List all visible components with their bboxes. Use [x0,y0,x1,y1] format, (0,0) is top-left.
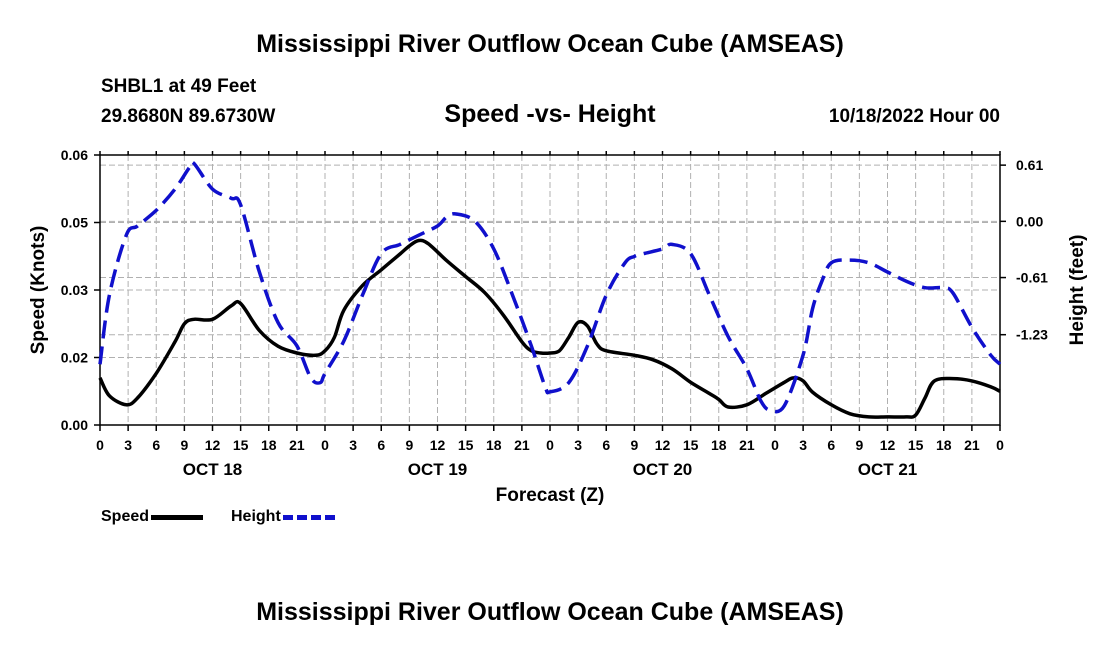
x-tick-label-11: 9 [405,437,413,453]
x-tick-label-31: 21 [964,437,980,453]
grid-layer [100,155,1000,425]
y2-tick-label-3: -1.23 [1016,327,1048,343]
y-tick-label-2: 0.03 [61,282,88,298]
y2-tick-label-0: 0.61 [1016,157,1043,173]
x-tick-label-26: 6 [827,437,835,453]
ticks-layer [94,151,1006,431]
y-tick-label-4: 0.06 [61,147,88,163]
x-tick-label-28: 12 [880,437,896,453]
x-tick-label-27: 9 [855,437,863,453]
x-tick-label-29: 15 [908,437,924,453]
forecast-run-time: 10/18/2022 Hour 00 [828,106,1000,127]
x-tick-label-30: 18 [936,437,952,453]
x-tick-label-13: 15 [458,437,474,453]
x-tick-label-32: 0 [996,437,1004,453]
plot-title: Speed -vs- Height [444,100,656,128]
x-tick-label-15: 21 [514,437,530,453]
y2-axis-title: Height (feet) [1067,235,1088,346]
main-title: Mississippi River Outflow Ocean Cube (AM… [256,30,844,58]
x-tick-label-25: 3 [799,437,807,453]
bottom-title: Mississippi River Outflow Ocean Cube (AM… [256,598,844,626]
station-label: SHBL1 at 49 Feet [101,76,257,97]
x-tick-label-2: 6 [152,437,160,453]
x-tick-label-14: 18 [486,437,502,453]
series-speed-line [98,238,1001,419]
station-coordinates: 29.8680N 89.6730W [101,106,276,127]
y2-tick-label-1: 0.00 [1016,213,1043,229]
series-height-line [98,160,1002,414]
labels-layer: 0.00 0.02 0.03 0.05 0.06 0.61 0.00 -0.61 -1.23 0 3… [28,147,1088,506]
day-label-2: OCT 20 [633,460,693,479]
day-label-0: OCT 18 [183,460,243,479]
x-tick-label-18: 6 [602,437,610,453]
legend-height: Height [231,508,335,526]
x-tick-label-5: 15 [233,437,249,453]
series-layer [98,160,1002,419]
x-tick-label-17: 3 [574,437,582,453]
legend-speed-swatch [151,514,204,520]
y-axis-title: Speed (Knots) [28,226,49,355]
x-tick-label-19: 9 [630,437,638,453]
x-tick-label-20: 12 [655,437,671,453]
x-tick-label-6: 18 [261,437,277,453]
y2-tick-label-2: -0.61 [1016,270,1048,286]
x-tick-label-3: 9 [180,437,188,453]
legend-speed: Speed [101,508,204,526]
legend-height-label: Height [231,508,281,525]
x-axis-title: Forecast (Z) [496,485,605,506]
x-tick-label-23: 21 [739,437,755,453]
x-tick-label-22: 18 [711,437,727,453]
x-tick-label-24: 0 [771,437,779,453]
x-tick-label-7: 21 [289,437,305,453]
legend-height-swatch [282,514,335,520]
x-tick-label-21: 15 [683,437,699,453]
day-label-3: OCT 21 [858,460,918,479]
y-tick-label-1: 0.02 [61,350,88,366]
x-tick-label-4: 12 [205,437,221,453]
x-tick-label-1: 3 [124,437,132,453]
y-tick-label-0: 0.00 [61,417,88,433]
x-tick-label-0: 0 [96,437,104,453]
legend-speed-label: Speed [101,508,150,525]
day-label-1: OCT 19 [408,460,468,479]
x-tick-label-9: 3 [349,437,357,453]
x-tick-label-12: 12 [430,437,446,453]
y-tick-label-3: 0.05 [61,215,88,231]
x-tick-label-8: 0 [321,437,329,453]
x-tick-label-10: 6 [377,437,385,453]
x-tick-label-16: 0 [546,437,554,453]
